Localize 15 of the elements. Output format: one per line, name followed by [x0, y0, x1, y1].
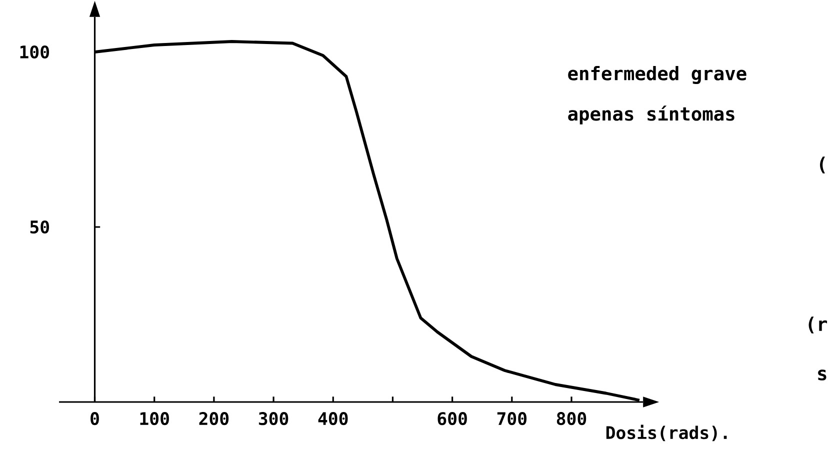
x-tick-label: 200 [199, 412, 229, 426]
x-tick-label: 600 [438, 412, 467, 426]
x-tick-label: 400 [318, 412, 348, 426]
x-tick-label: 300 [258, 412, 288, 426]
text: s [818, 370, 826, 380]
x-tick-label: 700 [497, 412, 527, 426]
x-tick-label: 0 [90, 412, 99, 426]
annotation: enfermeded grave [568, 66, 746, 84]
annotation: apenas síntomas [568, 106, 734, 124]
x-tick-label: 800 [556, 412, 586, 426]
y-tick-label: 50 [30, 220, 49, 234]
x-tick-label: 100 [140, 412, 169, 426]
text: ( [820, 156, 825, 174]
x-axis-title: Dosis(rads). [606, 424, 727, 442]
text: (r [808, 316, 827, 334]
